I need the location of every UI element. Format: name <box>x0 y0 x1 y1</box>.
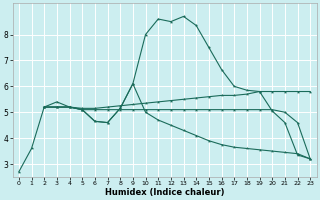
X-axis label: Humidex (Indice chaleur): Humidex (Indice chaleur) <box>105 188 224 197</box>
